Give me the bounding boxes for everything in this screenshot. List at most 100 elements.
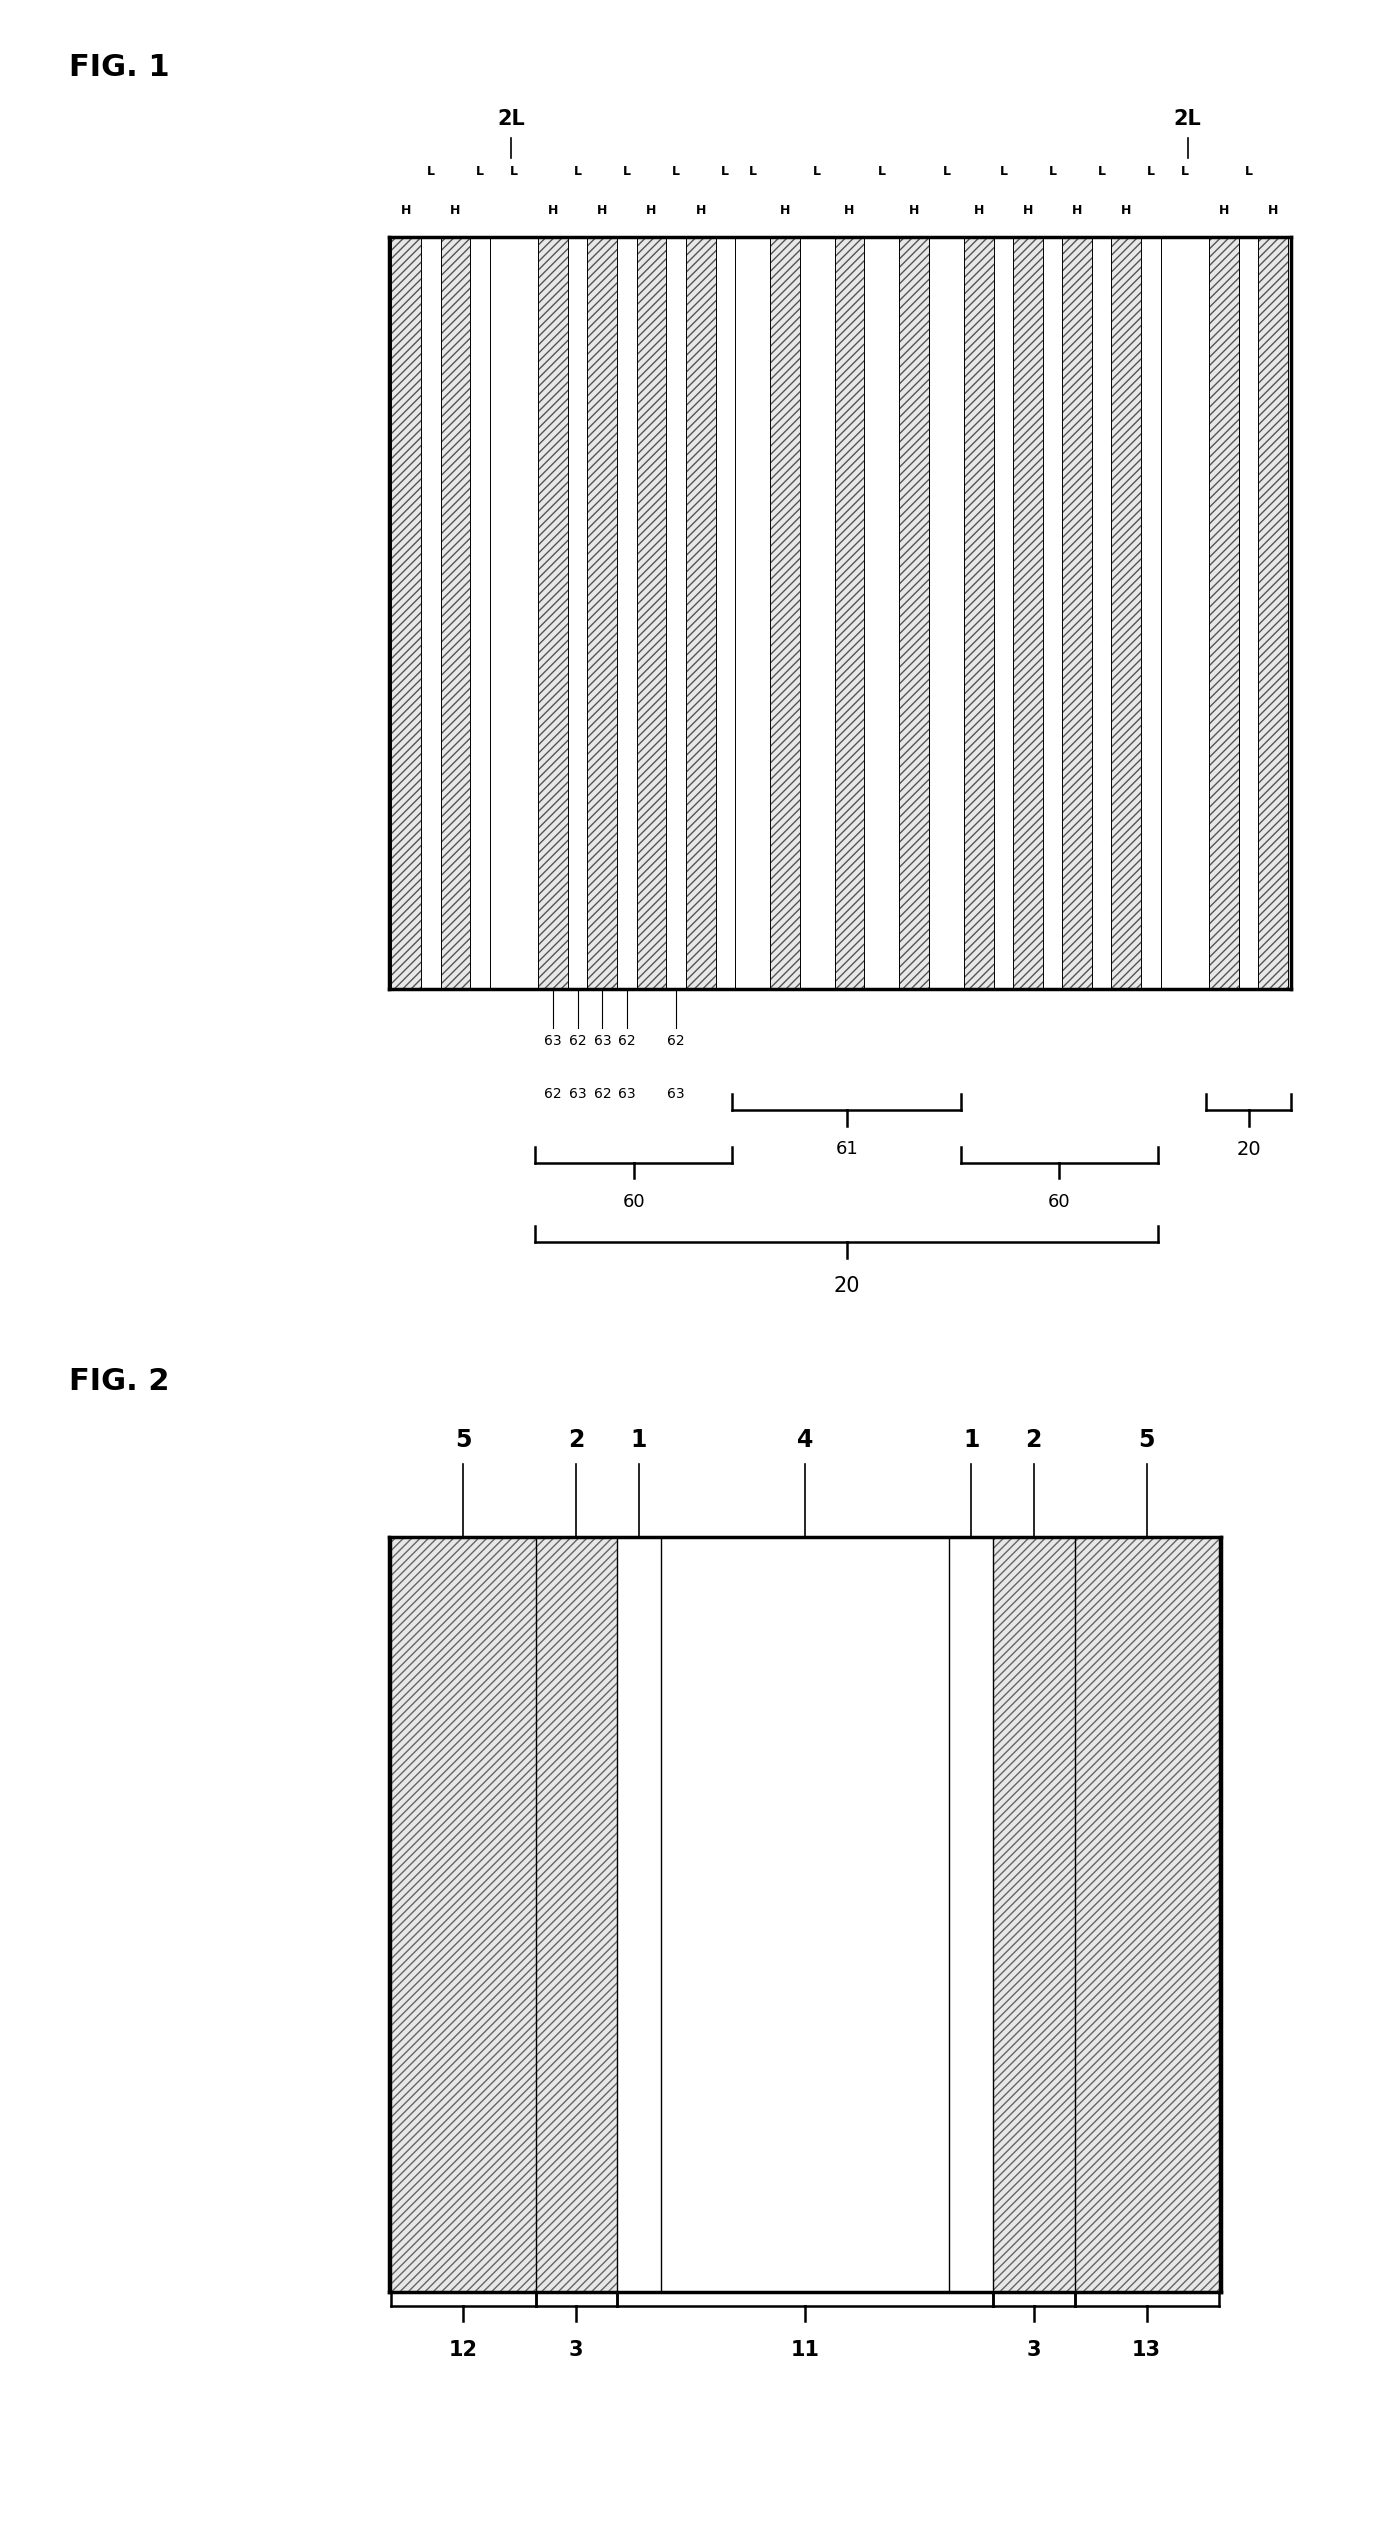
Text: 62: 62 [594,1088,611,1100]
Bar [1074,1536,1219,2292]
Bar [440,238,471,989]
Bar [770,238,799,989]
Text: FIG. 1: FIG. 1 [69,53,169,81]
Bar [834,238,865,989]
Text: H: H [548,205,558,218]
Text: 62: 62 [544,1088,562,1100]
Bar [834,238,865,989]
Bar [587,238,618,989]
Bar [899,238,929,989]
Text: 63: 63 [618,1088,636,1100]
Bar [963,238,994,989]
Bar [1112,238,1141,989]
Text: 62: 62 [618,1034,636,1049]
Text: L: L [1146,165,1155,177]
Bar [1209,238,1239,989]
Text: L: L [1098,165,1106,177]
Text: 13: 13 [1133,2340,1162,2360]
Bar [686,238,716,989]
Text: L: L [942,165,951,177]
Text: H: H [844,205,855,218]
Text: 5: 5 [455,1427,472,1453]
Bar [963,238,994,989]
Bar [1062,238,1092,989]
Bar [637,238,666,989]
Text: 63: 63 [594,1034,611,1049]
Text: L: L [573,165,582,177]
Bar [992,1536,1074,2292]
Bar [1013,238,1042,989]
Bar [1062,238,1092,989]
Bar [637,238,666,989]
Text: H: H [1269,205,1278,218]
Bar [391,238,421,989]
Text: L: L [509,165,518,177]
Text: L: L [1245,165,1252,177]
Text: 62: 62 [668,1034,684,1049]
Text: 3: 3 [569,2340,583,2360]
Text: L: L [1048,165,1056,177]
Text: H: H [780,205,790,218]
Text: H: H [647,205,657,218]
Text: 20: 20 [833,1275,861,1295]
Text: 3: 3 [1027,2340,1041,2360]
Bar [1259,238,1288,989]
Text: 63: 63 [569,1088,587,1100]
Text: 2: 2 [568,1427,584,1453]
Text: 12: 12 [448,2340,477,2360]
Text: L: L [1181,165,1190,177]
Text: 11: 11 [791,2340,819,2360]
Bar [770,238,799,989]
Bar [1259,238,1288,989]
Bar [539,238,568,989]
Text: 2: 2 [1026,1427,1042,1453]
Text: L: L [476,165,484,177]
Text: 60: 60 [622,1194,645,1212]
Text: 63: 63 [668,1088,684,1100]
Text: H: H [1072,205,1083,218]
Text: 2L: 2L [497,109,525,129]
Bar [391,1536,536,2292]
Text: L: L [722,165,729,177]
Bar [686,238,716,989]
Text: 1: 1 [630,1427,647,1453]
Bar [1074,1536,1219,2292]
Bar [587,238,618,989]
Bar [536,1536,618,2292]
Text: L: L [748,165,756,177]
Bar [391,1536,536,2292]
Text: L: L [999,165,1008,177]
Text: L: L [623,165,632,177]
Bar [389,1536,1221,2292]
Text: 4: 4 [797,1427,813,1453]
Bar [536,1536,618,2292]
Text: H: H [909,205,919,218]
Text: H: H [597,205,608,218]
Text: H: H [1219,205,1230,218]
Bar [1112,238,1141,989]
Text: H: H [695,205,706,218]
Text: H: H [973,205,984,218]
Text: H: H [450,205,461,218]
Bar [539,238,568,989]
Text: L: L [672,165,680,177]
Text: L: L [877,165,886,177]
Bar [1013,238,1042,989]
Text: FIG. 2: FIG. 2 [69,1366,169,1397]
Text: H: H [401,205,411,218]
Bar [992,1536,1074,2292]
Text: 20: 20 [1237,1141,1260,1158]
Bar [389,238,1291,989]
Bar [391,238,421,989]
Text: 61: 61 [836,1141,858,1158]
Text: H: H [1122,205,1131,218]
Bar [1209,238,1239,989]
Text: H: H [1023,205,1033,218]
Text: L: L [428,165,434,177]
Text: 60: 60 [1048,1194,1070,1212]
Bar [899,238,929,989]
Text: L: L [813,165,822,177]
Text: 62: 62 [569,1034,587,1049]
Bar [440,238,471,989]
Text: 1: 1 [963,1427,980,1453]
